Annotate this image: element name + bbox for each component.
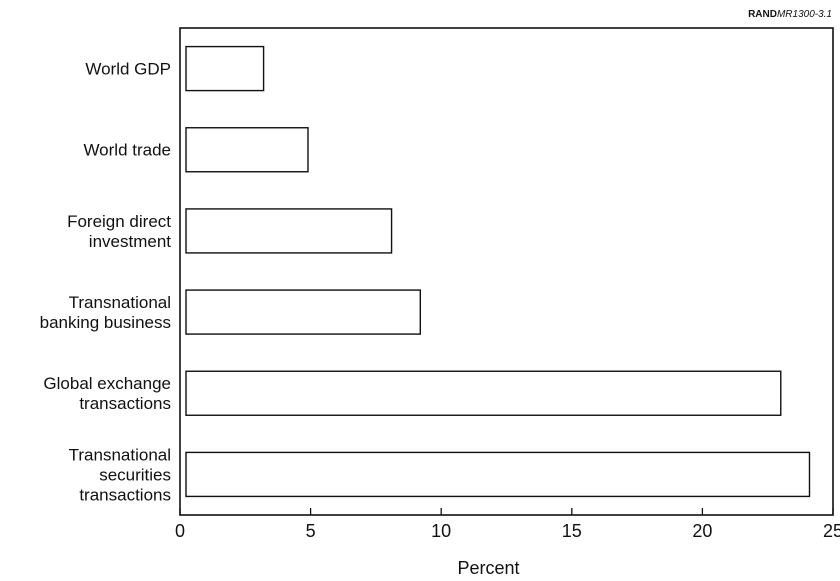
category-label: World trade bbox=[83, 141, 171, 160]
bar bbox=[185, 370, 782, 416]
category-label: World GDP bbox=[85, 60, 171, 79]
category-label-line: Foreign direct bbox=[67, 212, 171, 231]
category-label-line: World trade bbox=[83, 141, 171, 160]
plot-area bbox=[179, 27, 834, 516]
category-label-line: Global exchange bbox=[43, 374, 171, 393]
bar bbox=[185, 208, 393, 254]
category-label-line: transactions bbox=[79, 394, 171, 413]
bars bbox=[185, 45, 811, 498]
category-label: Foreign direct investment bbox=[67, 212, 171, 251]
source-reference-bold: RAND bbox=[748, 9, 777, 20]
x-tick-label: 5 bbox=[306, 521, 316, 541]
category-label: Transnational banking business bbox=[40, 293, 171, 332]
plot-frame bbox=[179, 27, 834, 516]
category-label-line: securities bbox=[99, 465, 171, 484]
category-label-line: banking business bbox=[40, 313, 171, 332]
category-label-line: transactions bbox=[79, 485, 171, 504]
bar bbox=[185, 45, 265, 92]
bar bbox=[185, 127, 309, 173]
bar bbox=[185, 451, 811, 498]
source-reference-italic: MR1300-3.1 bbox=[776, 9, 832, 20]
x-tick-label: 25 bbox=[823, 521, 840, 541]
category-label-line: investment bbox=[89, 232, 171, 251]
category-label: Global exchange transactions bbox=[43, 374, 171, 413]
x-axis-ticks: 0 5 10 15 20 25 bbox=[175, 508, 840, 541]
x-axis-title: Percent bbox=[457, 558, 519, 578]
x-tick-label: 10 bbox=[431, 521, 451, 541]
category-labels: World GDP World trade Foreign direct invest… bbox=[40, 60, 172, 505]
bar bbox=[185, 289, 422, 335]
x-tick-label: 0 bbox=[175, 521, 185, 541]
category-label-line: World GDP bbox=[85, 60, 171, 79]
x-tick-label: 20 bbox=[692, 521, 712, 541]
x-tick-label: 15 bbox=[562, 521, 582, 541]
category-label: Transnational securities transactions bbox=[69, 445, 171, 504]
category-label-line: Transnational bbox=[69, 445, 171, 464]
source-reference: RANDMR1300-3.1 bbox=[748, 9, 832, 20]
category-label-line: Transnational bbox=[69, 293, 171, 312]
